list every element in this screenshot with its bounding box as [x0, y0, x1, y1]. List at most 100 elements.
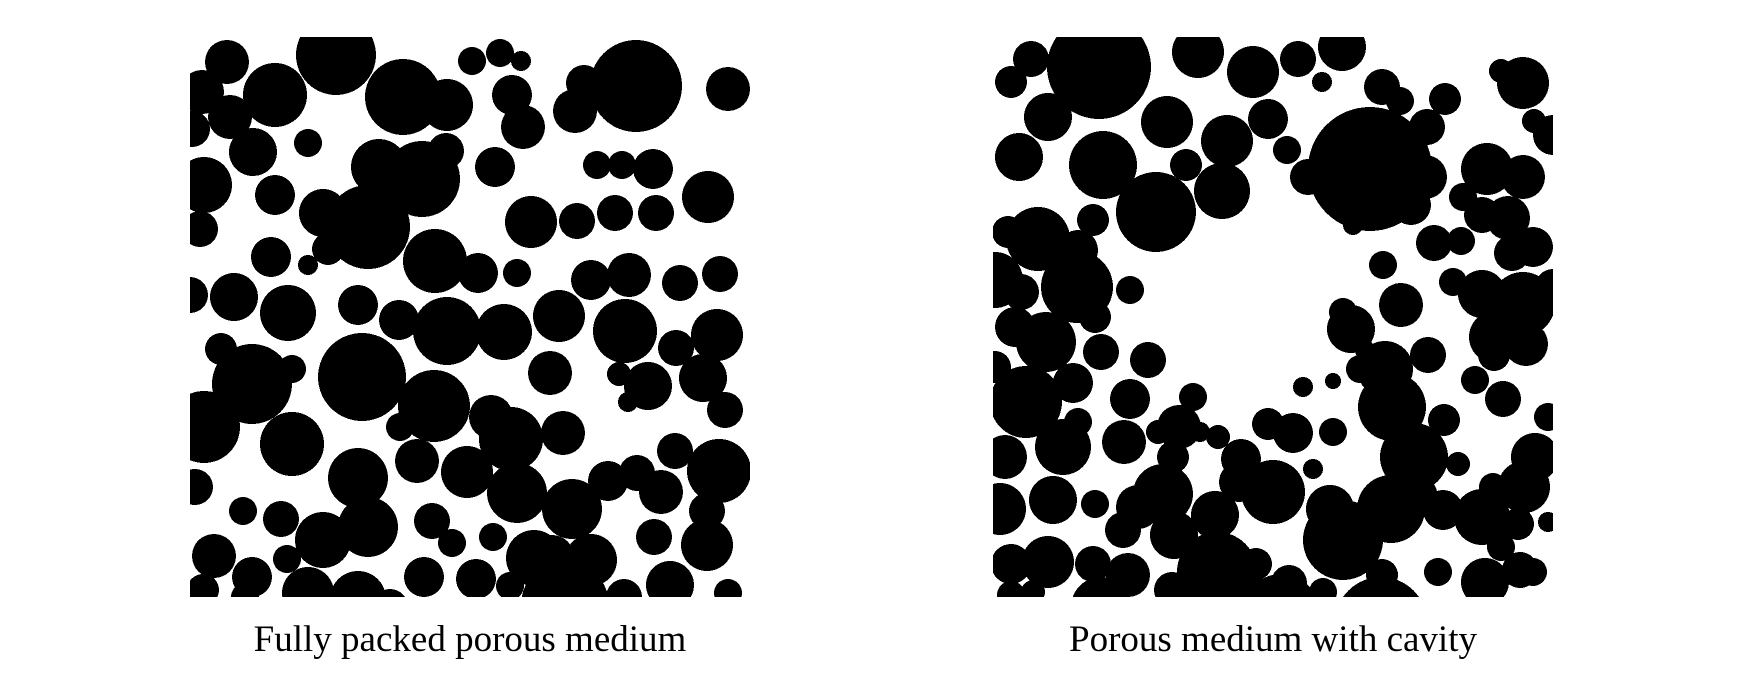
left-particle-48 — [210, 273, 258, 321]
left-particle-17 — [229, 128, 277, 176]
right-particle-58 — [1319, 418, 1347, 446]
cavity-caption: Porous medium with cavity — [1069, 619, 1477, 660]
right-particle-49 — [1102, 420, 1146, 464]
right-particle-143 — [1293, 377, 1313, 397]
left-particle-75 — [687, 439, 750, 503]
left-particle-90 — [338, 497, 398, 557]
left-particle-46 — [702, 256, 738, 292]
left-particle-31 — [255, 175, 295, 215]
left-particle-35 — [597, 195, 633, 231]
left-particle-112 — [496, 572, 524, 597]
right-particle-54 — [1206, 425, 1230, 449]
right-particle-68 — [1191, 491, 1239, 539]
right-particle-122 — [1534, 403, 1553, 431]
right-particle-79 — [1454, 489, 1510, 545]
right-particle-45 — [1110, 379, 1150, 419]
left-particle-26 — [583, 151, 611, 179]
left-particle-98 — [681, 519, 733, 571]
left-particle-102 — [282, 567, 334, 597]
left-particle-71 — [541, 411, 585, 455]
left-particle-39 — [312, 233, 344, 265]
right-particle-112 — [1513, 227, 1553, 267]
left-particle-16 — [294, 129, 322, 157]
left-particle-24 — [505, 196, 557, 248]
left-particle-86 — [190, 469, 213, 505]
left-particle-72 — [618, 392, 638, 412]
left-particle-20 — [501, 105, 545, 149]
right-particle-126 — [1403, 155, 1447, 199]
left-particle-104 — [404, 557, 444, 597]
right-particle-131 — [1079, 301, 1111, 333]
left-particle-25 — [559, 203, 595, 239]
right-particle-41 — [1116, 276, 1144, 304]
left-particle-13 — [706, 67, 750, 111]
right-particle-65 — [1105, 512, 1141, 548]
left-particle-44 — [607, 253, 651, 297]
right-particle-77 — [1428, 404, 1460, 436]
left-particle-103 — [330, 571, 386, 597]
left-particle-79 — [395, 439, 439, 483]
left-particle-42 — [503, 259, 531, 287]
right-particle-51 — [1179, 383, 1207, 411]
left-particle-14 — [190, 111, 210, 147]
right-particle-1 — [1047, 37, 1151, 119]
right-particle-86 — [1309, 578, 1337, 597]
right-particle-4 — [1024, 93, 1072, 141]
left-particle-34 — [326, 185, 410, 269]
right-particle-144 — [1325, 373, 1341, 389]
right-particle-35 — [1006, 207, 1070, 271]
left-particle-49 — [260, 285, 316, 341]
left-particle-88 — [263, 501, 299, 537]
right-particle-123 — [1369, 251, 1397, 279]
right-particle-13 — [1141, 96, 1193, 148]
right-particle-140 — [1479, 473, 1507, 501]
left-particle-106 — [521, 561, 609, 597]
right-particle-109 — [1416, 225, 1452, 261]
right-particle-5 — [1172, 37, 1224, 78]
left-particle-109 — [714, 579, 742, 597]
left-particle-6 — [421, 79, 473, 131]
right-particle-114 — [1410, 337, 1446, 373]
left-particle-78 — [328, 448, 388, 508]
left-particle-64 — [528, 351, 572, 395]
left-particle-28 — [633, 149, 673, 189]
right-particle-63 — [1081, 490, 1109, 518]
left-particle-51 — [379, 300, 419, 340]
left-particle-53 — [476, 304, 532, 360]
left-particle-73 — [657, 433, 693, 469]
right-particle-136 — [1355, 340, 1375, 360]
left-particle-36 — [638, 195, 674, 231]
right-particle-16 — [1116, 172, 1196, 252]
right-particle-2 — [1013, 41, 1049, 77]
left-particle-77 — [260, 412, 324, 476]
right-particle-17 — [1170, 149, 1202, 181]
left-particle-3 — [243, 63, 307, 127]
right-particle-90 — [1154, 572, 1190, 597]
right-particle-142 — [1396, 470, 1420, 494]
right-particle-89 — [1185, 570, 1229, 597]
right-particle-39 — [1003, 274, 1039, 310]
right-particle-14 — [995, 133, 1043, 181]
left-particle-56 — [658, 330, 694, 366]
left-particle-54 — [533, 290, 585, 342]
right-particle-30 — [1501, 155, 1545, 199]
left-particle-91 — [414, 503, 450, 539]
left-particle-10 — [511, 51, 531, 71]
right-particle-85 — [1343, 577, 1419, 597]
cavity-panel: Porous medium with cavity — [993, 0, 1553, 682]
left-particle-76 — [707, 392, 743, 428]
left-particle-105 — [456, 559, 496, 597]
left-particle-84 — [639, 470, 683, 514]
left-particle-81 — [487, 463, 547, 523]
right-particle-119 — [1346, 355, 1374, 383]
right-particle-59 — [993, 435, 1027, 479]
right-particle-31 — [1522, 109, 1546, 133]
left-particle-22 — [475, 147, 515, 187]
right-particle-82 — [1461, 558, 1509, 597]
right-particle-11 — [1248, 99, 1288, 139]
left-particle-40 — [298, 255, 318, 275]
left-particle-12 — [590, 40, 682, 132]
right-particle-6 — [1227, 46, 1279, 98]
right-particle-130 — [993, 351, 1011, 383]
right-particle-133 — [1303, 459, 1323, 479]
